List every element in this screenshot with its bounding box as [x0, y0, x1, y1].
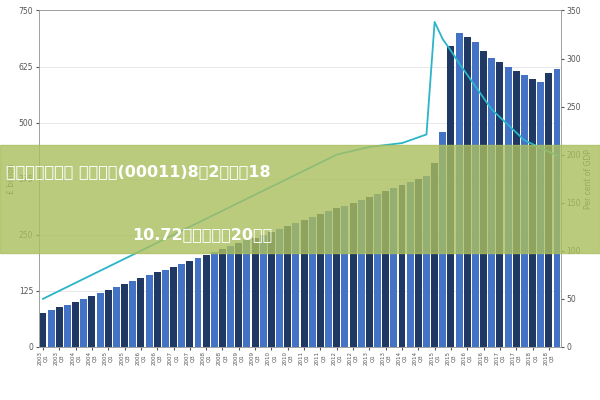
Bar: [529, 79, 536, 347]
Bar: [105, 290, 112, 347]
Bar: [554, 69, 560, 347]
Bar: [448, 46, 454, 347]
Bar: [537, 82, 544, 347]
Bar: [382, 191, 389, 347]
Bar: [244, 240, 250, 347]
Bar: [350, 203, 356, 347]
Bar: [480, 51, 487, 347]
Bar: [301, 220, 308, 347]
Bar: [219, 249, 226, 347]
Bar: [309, 217, 316, 347]
Bar: [251, 238, 259, 347]
Bar: [341, 206, 349, 347]
Bar: [47, 310, 55, 347]
Bar: [513, 71, 520, 347]
Bar: [391, 188, 397, 347]
Bar: [464, 37, 471, 347]
Bar: [178, 264, 185, 347]
Bar: [358, 200, 365, 347]
Bar: [496, 62, 503, 347]
Bar: [439, 132, 446, 347]
Bar: [521, 76, 528, 347]
Bar: [276, 229, 283, 347]
Bar: [97, 293, 104, 347]
Y-axis label: £ billion: £ billion: [7, 163, 16, 194]
Bar: [455, 33, 463, 347]
Bar: [366, 197, 373, 347]
Bar: [113, 287, 120, 347]
Bar: [488, 58, 495, 347]
Bar: [260, 235, 267, 347]
Bar: [194, 258, 202, 347]
Bar: [472, 42, 479, 347]
Bar: [325, 211, 332, 347]
Bar: [505, 66, 512, 347]
Bar: [56, 308, 63, 347]
Bar: [80, 299, 87, 347]
Bar: [64, 304, 71, 347]
Text: 10.72万港元回购20万股: 10.72万港元回购20万股: [132, 227, 272, 242]
Bar: [137, 278, 145, 347]
Bar: [88, 296, 95, 347]
Bar: [129, 281, 136, 347]
Y-axis label: Per cent of GDP: Per cent of GDP: [584, 149, 593, 209]
Bar: [333, 208, 340, 347]
Bar: [72, 302, 79, 347]
Bar: [170, 267, 177, 347]
Bar: [121, 284, 128, 347]
Bar: [284, 226, 291, 347]
Bar: [317, 214, 324, 347]
Bar: [40, 313, 46, 347]
Bar: [423, 176, 430, 347]
Bar: [203, 255, 209, 347]
Bar: [374, 194, 381, 347]
Bar: [227, 246, 234, 347]
Bar: [268, 232, 275, 347]
Bar: [211, 252, 218, 347]
Bar: [415, 179, 422, 347]
Bar: [292, 223, 299, 347]
Text: 股票配资查询网 恒生銀行(00011)8月2日斥资18: 股票配资查询网 恒生銀行(00011)8月2日斥资18: [6, 164, 271, 180]
Bar: [162, 270, 169, 347]
Bar: [235, 243, 242, 347]
Bar: [187, 261, 193, 347]
Bar: [431, 163, 438, 347]
Bar: [407, 182, 413, 347]
Bar: [398, 185, 406, 347]
Bar: [146, 276, 152, 347]
Bar: [154, 272, 161, 347]
Bar: [545, 73, 553, 347]
